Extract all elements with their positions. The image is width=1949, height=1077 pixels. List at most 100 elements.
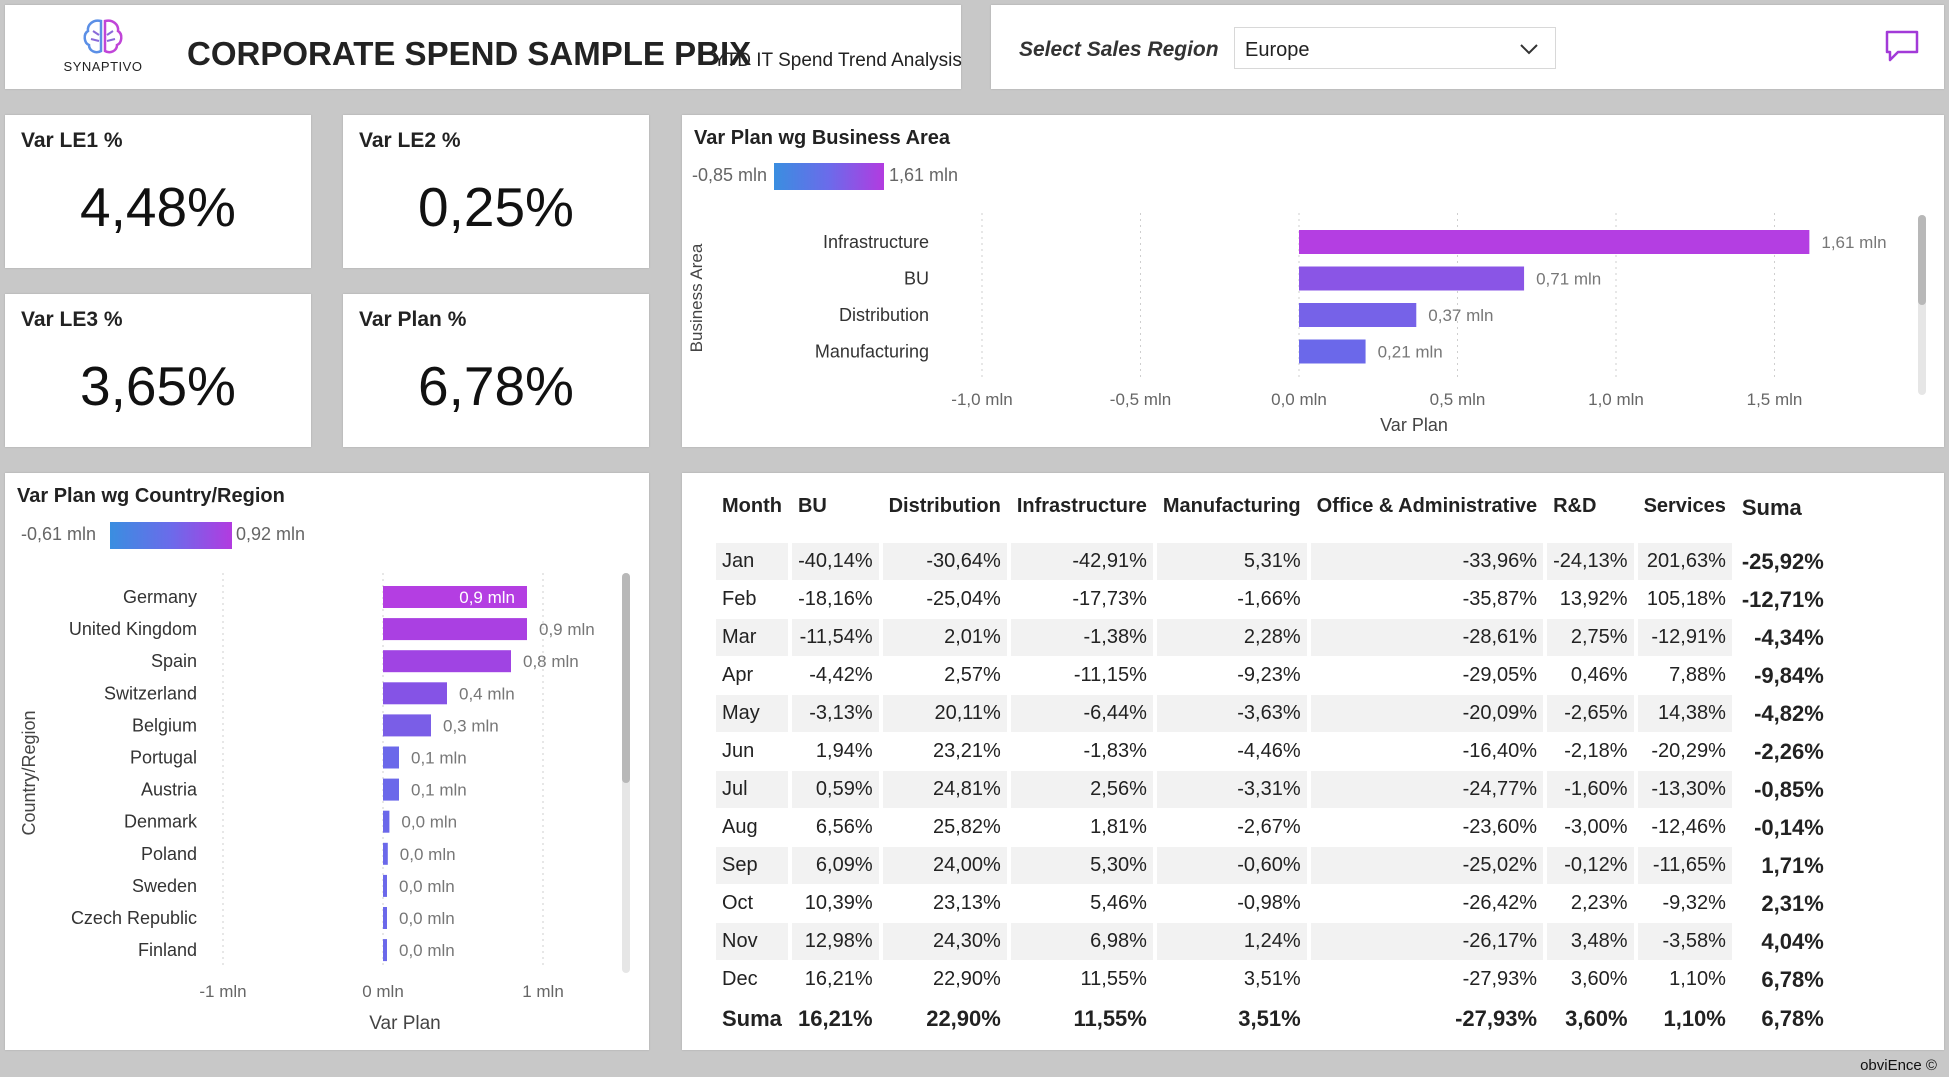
value-cell: 14,38% — [1637, 695, 1732, 733]
column-header[interactable]: Infrastructure — [1016, 495, 1147, 517]
x-tick-label: -0,5 mln — [1110, 390, 1171, 409]
total-value-cell: -27,93% — [1310, 999, 1544, 1039]
category-label: Distribution — [839, 305, 929, 325]
footer-credit: obviEnce © — [1860, 1057, 1937, 1074]
color-legend-gradient — [110, 522, 232, 549]
y-axis-title: Country/Region — [19, 710, 39, 835]
column-header[interactable]: BU — [797, 495, 827, 517]
column-header[interactable]: Month — [722, 495, 782, 517]
value-cell: 0,59% — [791, 771, 879, 809]
scrollbar-thumb[interactable] — [1918, 215, 1926, 305]
value-cell: -27,93% — [1310, 961, 1544, 999]
chart-title: Var Plan wg Business Area — [694, 127, 951, 149]
value-cell: -30,64% — [882, 543, 1007, 581]
category-label: Germany — [123, 587, 197, 607]
table-row: Mar -11,54% 2,01% -1,38% 2,28% -28,61% 2,75% -1… — [716, 619, 1830, 657]
value-cell: -3,13% — [791, 695, 879, 733]
value-cell: -9,32% — [1637, 885, 1732, 923]
value-cell: 13,92% — [1547, 581, 1634, 619]
total-value-cell: 3,60% — [1547, 999, 1634, 1039]
kpi-card-var-plan: Var Plan % 6,78% — [343, 294, 649, 447]
data-label: 0,71 mln — [1536, 270, 1601, 289]
value-cell: 3,51% — [1156, 961, 1307, 999]
header-panel: SYNAPTIVO CORPORATE SPEND SAMPLE PBIX YT… — [5, 5, 962, 89]
value-cell: 6,56% — [791, 809, 879, 847]
business-area-chart[interactable]: Var Plan wg Business Area -0,85 mln 1,61… — [682, 115, 1944, 447]
value-cell: 23,13% — [882, 885, 1007, 923]
scrollbar-track[interactable] — [1918, 215, 1926, 395]
column-header[interactable]: R&D — [1553, 495, 1597, 517]
data-label: 0,8 mln — [523, 652, 579, 671]
column-header[interactable]: Manufacturing — [1162, 495, 1301, 517]
value-cell: 2,56% — [1010, 771, 1153, 809]
category-label: Finland — [138, 940, 197, 960]
monthly-variance-table-panel: Month BU Distribution Infrastructure Manufac… — [682, 473, 1944, 1050]
column-header[interactable]: Office & Administrative — [1316, 495, 1538, 517]
value-cell: 2,75% — [1547, 619, 1634, 657]
value-cell: -26,17% — [1310, 923, 1544, 961]
data-label: 0,9 mln — [459, 588, 515, 607]
category-label: Spain — [151, 651, 197, 671]
region-filter-panel: Select Sales Region Europe — [991, 5, 1944, 89]
chevron-down-icon — [1520, 44, 1538, 55]
category-label: Belgium — [132, 715, 197, 735]
value-cell: -24,77% — [1310, 771, 1544, 809]
scrollbar-thumb[interactable] — [622, 573, 630, 783]
value-cell: -2,18% — [1547, 733, 1634, 771]
month-cell: Apr — [716, 657, 788, 695]
value-cell: 201,63% — [1637, 543, 1732, 581]
month-cell: Dec — [716, 961, 788, 999]
value-cell: 20,11% — [882, 695, 1007, 733]
country-region-chart[interactable]: Var Plan wg Country/Region -0,61 mln 0,9… — [5, 473, 649, 1050]
total-cell: 1,71% — [1735, 847, 1830, 885]
data-label: 0,4 mln — [459, 684, 515, 703]
legend-max-label: 1,61 mln — [889, 165, 959, 185]
table-row: Apr -4,42% 2,57% -11,15% -9,23% -29,05% 0,46% 7… — [716, 657, 1830, 695]
kpi-label: Var LE3 % — [21, 308, 123, 331]
monthly-variance-table: Month BU Distribution Infrastructure Manufac… — [712, 487, 1834, 1039]
kpi-card-var-le2: Var LE2 % 0,25% — [343, 115, 649, 268]
table-row: Feb -18,16% -25,04% -17,73% -1,66% -35,87% 13,… — [716, 581, 1830, 619]
column-header[interactable]: Services — [1643, 495, 1726, 517]
month-cell: Sep — [716, 847, 788, 885]
data-label: 0,0 mln — [399, 941, 455, 960]
bar — [1299, 303, 1417, 327]
value-cell: -26,42% — [1310, 885, 1544, 923]
logo-text: SYNAPTIVO — [63, 59, 143, 74]
value-cell: -25,04% — [882, 581, 1007, 619]
data-label: 0,0 mln — [400, 845, 456, 864]
table-row: Oct 10,39% 23,13% 5,46% -0,98% -26,42% 2,23% -9… — [716, 885, 1830, 923]
value-cell: -13,30% — [1637, 771, 1732, 809]
category-label: Portugal — [130, 748, 197, 768]
value-cell: 105,18% — [1637, 581, 1732, 619]
bar — [383, 778, 399, 801]
column-header[interactable]: Suma — [1741, 495, 1802, 520]
data-label: 0,1 mln — [411, 781, 467, 800]
month-cell: Jul — [716, 771, 788, 809]
value-cell: 3,48% — [1547, 923, 1634, 961]
column-header[interactable]: Distribution — [888, 495, 1001, 517]
x-tick-label: 1 mln — [522, 982, 564, 1001]
region-dropdown[interactable]: Europe — [1234, 27, 1556, 69]
x-tick-label: -1,0 mln — [951, 390, 1012, 409]
value-cell: 1,24% — [1156, 923, 1307, 961]
x-axis-title: Var Plan — [369, 1013, 440, 1034]
bar — [383, 586, 527, 608]
report-title: CORPORATE SPEND SAMPLE PBIX — [187, 35, 752, 72]
comment-icon[interactable] — [1884, 29, 1920, 63]
total-label-cell: Suma — [716, 999, 788, 1039]
kpi-value: 6,78% — [418, 355, 574, 417]
value-cell: -12,91% — [1637, 619, 1732, 657]
total-value-cell: 1,10% — [1637, 999, 1732, 1039]
category-label: BU — [904, 269, 929, 289]
value-cell: -24,13% — [1547, 543, 1634, 581]
bar — [1299, 230, 1810, 254]
value-cell: -35,87% — [1310, 581, 1544, 619]
value-cell: 11,55% — [1010, 961, 1153, 999]
kpi-value: 0,25% — [418, 176, 574, 238]
value-cell: 1,10% — [1637, 961, 1732, 999]
table-row: Dec 16,21% 22,90% 11,55% 3,51% -27,93% 3,60% 1,… — [716, 961, 1830, 999]
color-legend-gradient — [774, 163, 884, 190]
bar — [383, 682, 447, 705]
data-label: 0,1 mln — [411, 749, 467, 768]
